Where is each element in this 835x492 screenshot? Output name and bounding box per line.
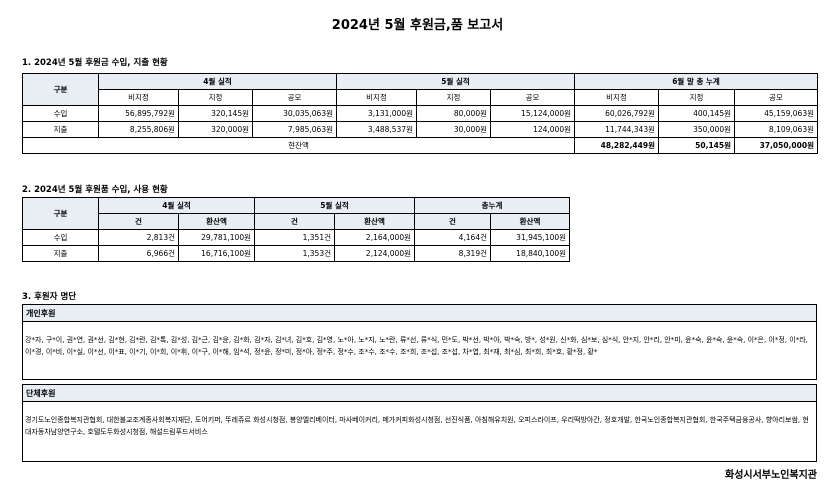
table-cell: 31,945,100원 [489,229,571,246]
table-cell: 60,026,792원 [574,105,659,122]
subcol-header: 지정 [416,89,491,106]
subcol-header: 지정 [658,89,735,106]
table-cell: 400,145원 [658,105,735,122]
section3-heading: 3. 후원자 명단 [22,292,77,302]
table-cell: 16,716,100원 [178,245,255,262]
row-label: 지출 [22,121,99,138]
group-donors-header: 단체후원 [23,385,816,402]
page-title: 2024년 5월 후원금,품 보고서 [331,18,504,33]
group-header: 5월 실적 [336,73,575,90]
table-cell: 2,813건 [98,229,179,246]
table-cell: 15,124,000원 [490,105,575,122]
individual-donors-header: 개인후원 [23,305,816,322]
table-row: 수입 56,895,792원 320,145원 30,035,063원 3,13… [22,105,818,122]
group-header: 4월 실적 [98,73,337,90]
table-cell: 1,353건 [254,245,335,262]
balance-cell: 50,145원 [658,137,735,154]
col-label: 구분 [22,197,99,230]
table-cell: 56,895,792원 [98,105,179,122]
subcol-header: 공모 [734,89,818,106]
balance-cell: 37,050,000원 [734,137,818,154]
subcol-header: 비지정 [574,89,659,106]
table-cell: 11,744,343원 [574,121,659,138]
balance-cell: 48,282,449원 [574,137,659,154]
table-cell: 320,000원 [178,121,253,138]
table-cell: 80,000원 [416,105,491,122]
subcol-header: 건 [414,213,491,230]
group-header: 총누계 [413,197,571,214]
table-cell: 350,000원 [658,121,735,138]
section2-heading: 2. 2024년 5월 후원품 수입, 사용 현황 [22,185,168,195]
subcol-header: 건 [98,213,179,230]
balance-label: 현잔액 [22,137,575,154]
organization-name: 화성시서부노인복지관 [725,470,817,481]
subcol-header: 지정 [178,89,253,106]
subcol-header: 공모 [252,89,337,106]
group-donors-box: 단체후원 경기도노인종합복지관협회, 대한불교조계종사회복지재단, 도어키퍼, … [22,384,817,462]
group-header: 4월 실적 [98,197,255,214]
table-cell: 3,131,000원 [336,105,417,122]
table-cell: 45,159,063원 [734,105,818,122]
table-cell: 3,488,537원 [336,121,417,138]
table-cell: 8,109,063원 [734,121,818,138]
subcol-header: 비지정 [336,89,417,106]
individual-donors-box: 개인후원 강*자, 구*이, 권*연, 권*선, 김*현, 김*란, 김*톡, … [22,304,817,380]
group-header: 6월 말 총 누계 [574,73,818,90]
subcol-header: 환산액 [334,213,415,230]
subcol-header: 환산액 [489,213,571,230]
col-label: 구분 [22,73,99,106]
table-cell: 320,145원 [178,105,253,122]
table-cell: 7,985,063원 [252,121,337,138]
section1-heading: 1. 2024년 5월 후원금 수입, 지출 현황 [22,58,168,68]
subcol-header: 건 [254,213,335,230]
table-cell: 30,035,063원 [252,105,337,122]
individual-donors-list: 강*자, 구*이, 권*연, 권*선, 김*현, 김*란, 김*톡, 김*성, … [25,336,808,356]
group-donors-list: 경기도노인종합복지관협회, 대한불교조계종사회복지재단, 도어키퍼, 뚜레쥬르 … [25,416,809,436]
table-cell: 4,164건 [414,229,491,246]
table-row: 지출 8,255,806원 320,000원 7,985,063원 3,488,… [22,121,818,138]
subcol-header: 환산액 [178,213,255,230]
subcol-header: 비지정 [98,89,179,106]
table-cell: 18,840,100원 [489,245,571,262]
subcol-header: 공모 [490,89,575,106]
donation-goods-table: 구분 4월 실적 5월 실적 총누계 건 환산액 건 환산액 건 환산액 수입 … [22,197,571,262]
table-cell: 6,966건 [98,245,179,262]
donation-money-table: 구분 4월 실적 5월 실적 6월 말 총 누계 비지정 지정 공모 비지정 지… [22,73,818,154]
table-cell: 8,255,806원 [98,121,179,138]
table-cell: 1,351건 [254,229,335,246]
table-cell: 2,124,000원 [334,245,415,262]
balance-row: 현잔액 48,282,449원 50,145원 37,050,000원 [22,137,818,154]
group-header: 5월 실적 [254,197,415,214]
table-row: 지출 6,966건 16,716,100원 1,353건 2,124,000원 … [22,245,571,262]
table-cell: 8,319건 [414,245,491,262]
table-cell: 124,000원 [490,121,575,138]
table-row: 수입 2,813건 29,781,100원 1,351건 2,164,000원 … [22,229,571,246]
table-cell: 30,000원 [416,121,491,138]
table-cell: 29,781,100원 [178,229,255,246]
table-cell: 2,164,000원 [334,229,415,246]
row-label: 지출 [22,245,99,262]
row-label: 수입 [22,229,99,246]
row-label: 수입 [22,105,99,122]
